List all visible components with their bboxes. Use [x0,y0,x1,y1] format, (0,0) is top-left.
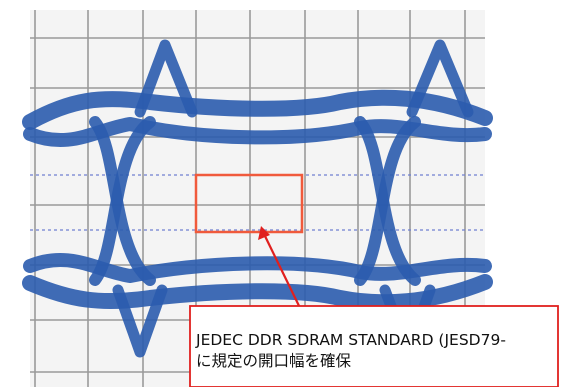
eye-diagram-figure: JEDEC DDR SDRAM STANDARD (JESD79- に規定の開口… [0,0,579,387]
annotation-line: に規定の開口幅を確保 [196,352,352,370]
annotation-line: JEDEC DDR SDRAM STANDARD (JESD79- [195,331,506,349]
annotation: JEDEC DDR SDRAM STANDARD (JESD79- に規定の開口… [190,306,558,387]
